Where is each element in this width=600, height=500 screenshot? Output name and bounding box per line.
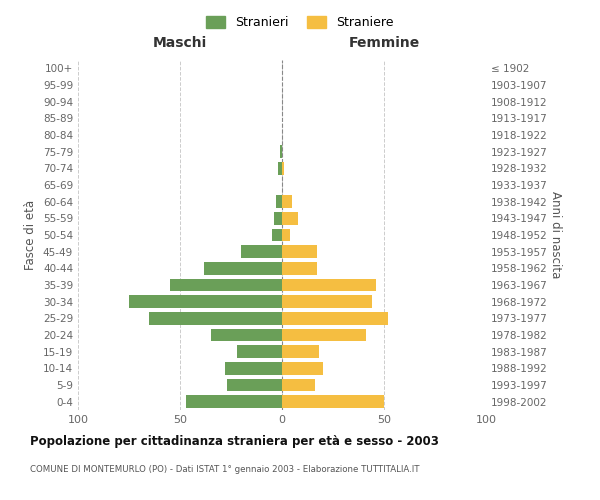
Legend: Stranieri, Straniere: Stranieri, Straniere — [202, 11, 398, 34]
Bar — [274, 212, 282, 224]
Bar — [282, 196, 292, 208]
Bar — [282, 279, 376, 291]
Bar — [276, 196, 282, 208]
Bar — [282, 212, 298, 224]
Bar — [129, 296, 282, 308]
Text: Popolazione per cittadinanza straniera per età e sesso - 2003: Popolazione per cittadinanza straniera p… — [30, 435, 439, 448]
Bar — [186, 396, 282, 408]
Bar — [205, 262, 282, 274]
Bar — [282, 329, 365, 341]
Bar — [272, 229, 282, 241]
Bar — [282, 229, 290, 241]
Y-axis label: Anni di nascita: Anni di nascita — [548, 192, 562, 278]
Bar — [241, 246, 282, 258]
Bar — [282, 296, 372, 308]
Bar — [278, 162, 282, 174]
Bar — [170, 279, 282, 291]
Bar — [149, 312, 282, 324]
Bar — [282, 262, 317, 274]
Text: Maschi: Maschi — [153, 36, 207, 50]
Text: Femmine: Femmine — [349, 36, 419, 50]
Y-axis label: Fasce di età: Fasce di età — [25, 200, 37, 270]
Bar — [282, 312, 388, 324]
Bar — [282, 246, 317, 258]
Text: COMUNE DI MONTEMURLO (PO) - Dati ISTAT 1° gennaio 2003 - Elaborazione TUTTITALIA: COMUNE DI MONTEMURLO (PO) - Dati ISTAT 1… — [30, 465, 419, 474]
Bar — [282, 346, 319, 358]
Bar — [282, 162, 284, 174]
Bar — [237, 346, 282, 358]
Bar — [282, 379, 314, 391]
Bar — [227, 379, 282, 391]
Bar — [282, 362, 323, 374]
Bar — [280, 146, 282, 158]
Bar — [211, 329, 282, 341]
Bar — [282, 396, 384, 408]
Bar — [225, 362, 282, 374]
